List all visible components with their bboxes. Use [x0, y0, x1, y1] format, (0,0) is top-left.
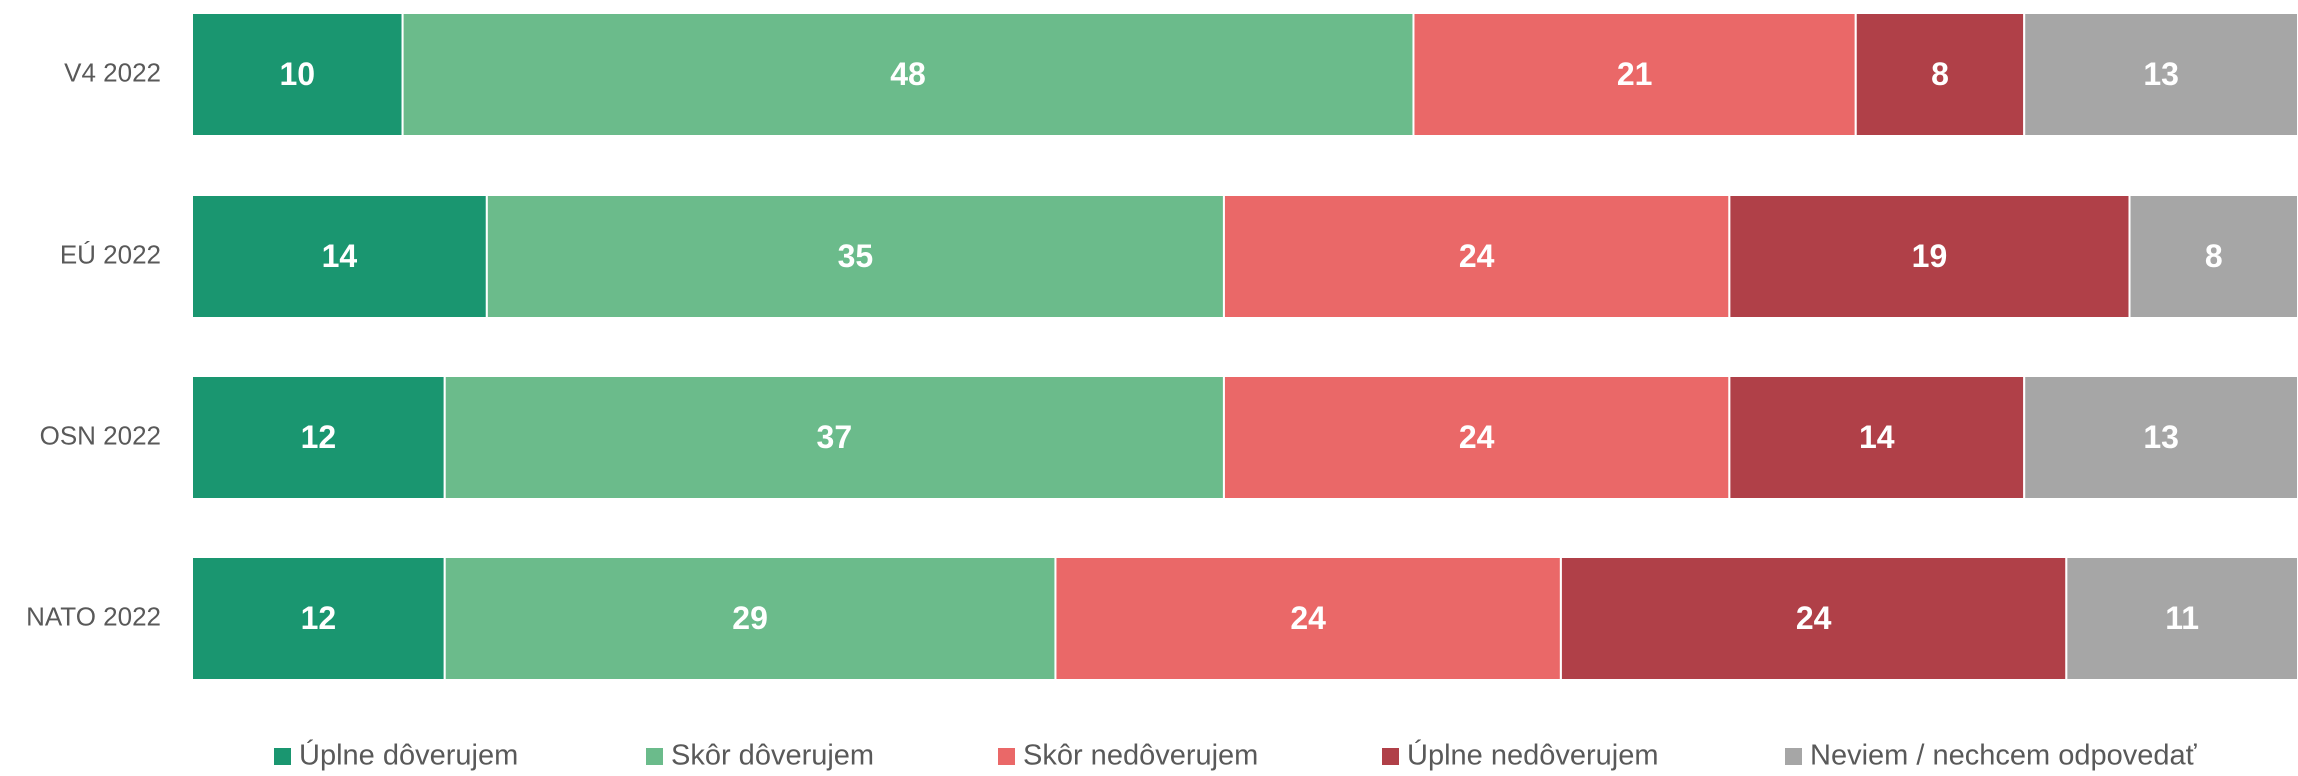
bar-segment: [2023, 12, 2298, 137]
value-label: 24: [1290, 600, 1326, 636]
value-label: 12: [301, 600, 337, 636]
value-label: 19: [1912, 238, 1948, 274]
value-label: 8: [2205, 238, 2223, 274]
legend-swatch: [1785, 748, 1802, 765]
value-label: 13: [2143, 419, 2179, 455]
bar-segment: [443, 556, 1057, 681]
bar-segment: [1222, 375, 1731, 500]
bar-segment: [443, 375, 1225, 500]
value-label: 12: [301, 419, 337, 455]
bar-segment: [401, 12, 1415, 137]
bar-segment: [1728, 194, 2131, 319]
value-label: 11: [2165, 600, 2199, 636]
legend-swatch: [1382, 748, 1399, 765]
legend-label: Úplne dôverujem: [299, 739, 518, 771]
legend-label: Úplne nedôverujem: [1407, 739, 1658, 771]
bar-segment: [1728, 375, 2026, 500]
legend-label: Skôr nedôverujem: [1023, 740, 1258, 771]
category-label: NATO 2022: [26, 601, 161, 631]
category-label: OSN 2022: [40, 420, 161, 450]
legend-swatch: [998, 748, 1015, 765]
value-label: 35: [838, 238, 874, 274]
value-label: 8: [1931, 56, 1949, 92]
bar-segment: [1559, 556, 2068, 681]
value-label: 10: [280, 56, 316, 92]
legend-label: Neviem / nechcem odpovedať: [1810, 740, 2198, 771]
bar-segment: [2128, 194, 2298, 319]
value-label: 21: [1617, 56, 1653, 92]
value-label: 24: [1459, 238, 1495, 274]
legend-label: Skôr dôverujem: [671, 740, 874, 771]
value-label: 48: [890, 56, 926, 92]
bar-segment: [2023, 375, 2298, 500]
bar-segment: [1222, 194, 1731, 319]
bar-segment: [1412, 12, 1857, 137]
bar-segment: [485, 194, 1225, 319]
bar-segment: [1854, 12, 2026, 137]
value-label: 37: [817, 419, 853, 455]
value-label: 14: [1859, 419, 1895, 455]
value-label: 24: [1459, 419, 1495, 455]
bar-segment: [191, 375, 446, 500]
legend-swatch: [646, 748, 663, 765]
bar-segment: [191, 12, 404, 137]
value-label: 14: [322, 238, 358, 274]
value-label: 24: [1796, 600, 1832, 636]
bar-segment: [191, 194, 488, 319]
legend-swatch: [274, 748, 291, 765]
bar-segment: [2065, 556, 2298, 681]
category-label: EÚ 2022: [60, 239, 161, 269]
value-label: 29: [732, 600, 768, 636]
category-label: V4 2022: [64, 57, 161, 87]
value-label: 13: [2143, 56, 2179, 92]
